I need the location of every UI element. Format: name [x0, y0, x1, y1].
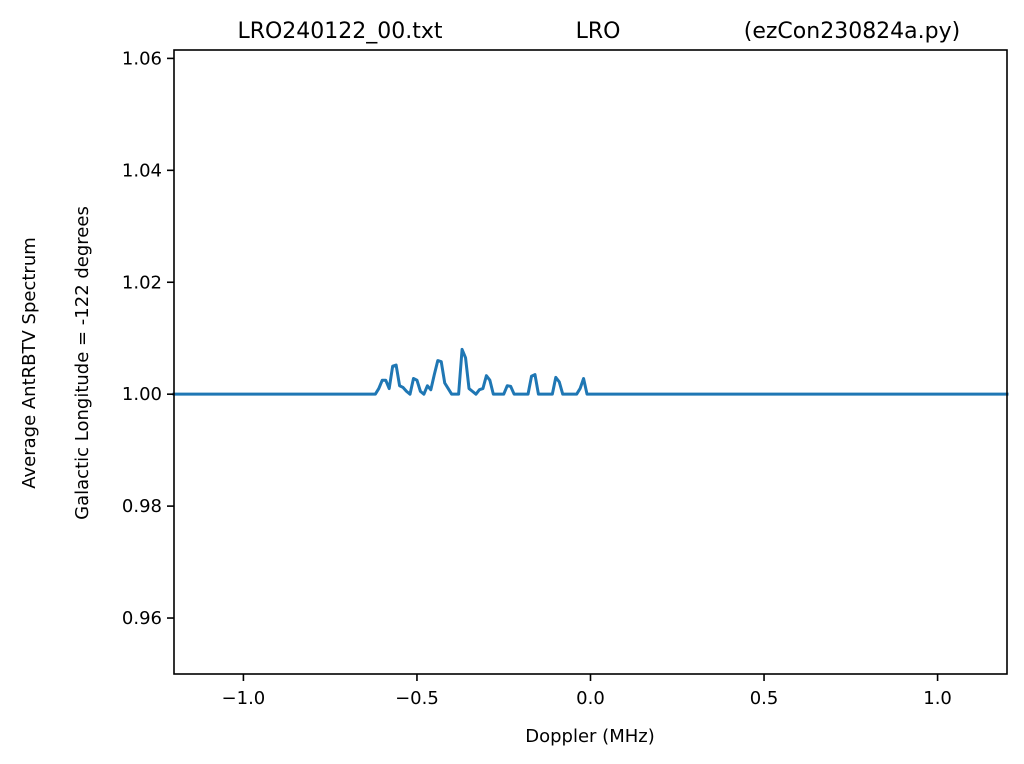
x-axis-label: Doppler (MHz): [525, 726, 654, 747]
series-line-0: [172, 347, 1009, 396]
chart-title: LRO240122_00.txt LRO (ezCon230824a.py): [237, 19, 960, 44]
x-tick-label: −0.5: [395, 688, 439, 709]
y-tick-label: 0.96: [122, 608, 162, 629]
plot-frame: [173, 49, 1008, 675]
axis-labels: Doppler (MHz) Average AntRBTV Spectrum G…: [19, 206, 655, 747]
x-tick-label: 0.5: [750, 688, 779, 709]
y-axis-label-line1: Average AntRBTV Spectrum: [19, 237, 40, 489]
chart-title-program: (ezCon230824a.py): [744, 19, 960, 44]
x-tick-label: 0.0: [576, 688, 605, 709]
plot-area: −1.0 −0.5 0.0 0.5 1.0 0.96 0.98 1.00 1.02 1.04 1.0…: [122, 48, 1009, 709]
y-tick-label: 1.02: [122, 272, 162, 293]
x-tick-label: −1.0: [222, 688, 266, 709]
x-tick-label: 1.0: [923, 688, 952, 709]
chart-title-station: LRO: [576, 19, 621, 44]
y-tick-label: 1.06: [122, 48, 162, 69]
y-axis-label-line2: Galactic Longitude = -122 degrees: [72, 206, 93, 520]
y-tick-label: 1.04: [122, 160, 162, 181]
y-tick-label: 1.00: [122, 384, 162, 405]
chart-title-file: LRO240122_00.txt: [237, 19, 442, 44]
y-tick-label: 0.98: [122, 496, 162, 517]
